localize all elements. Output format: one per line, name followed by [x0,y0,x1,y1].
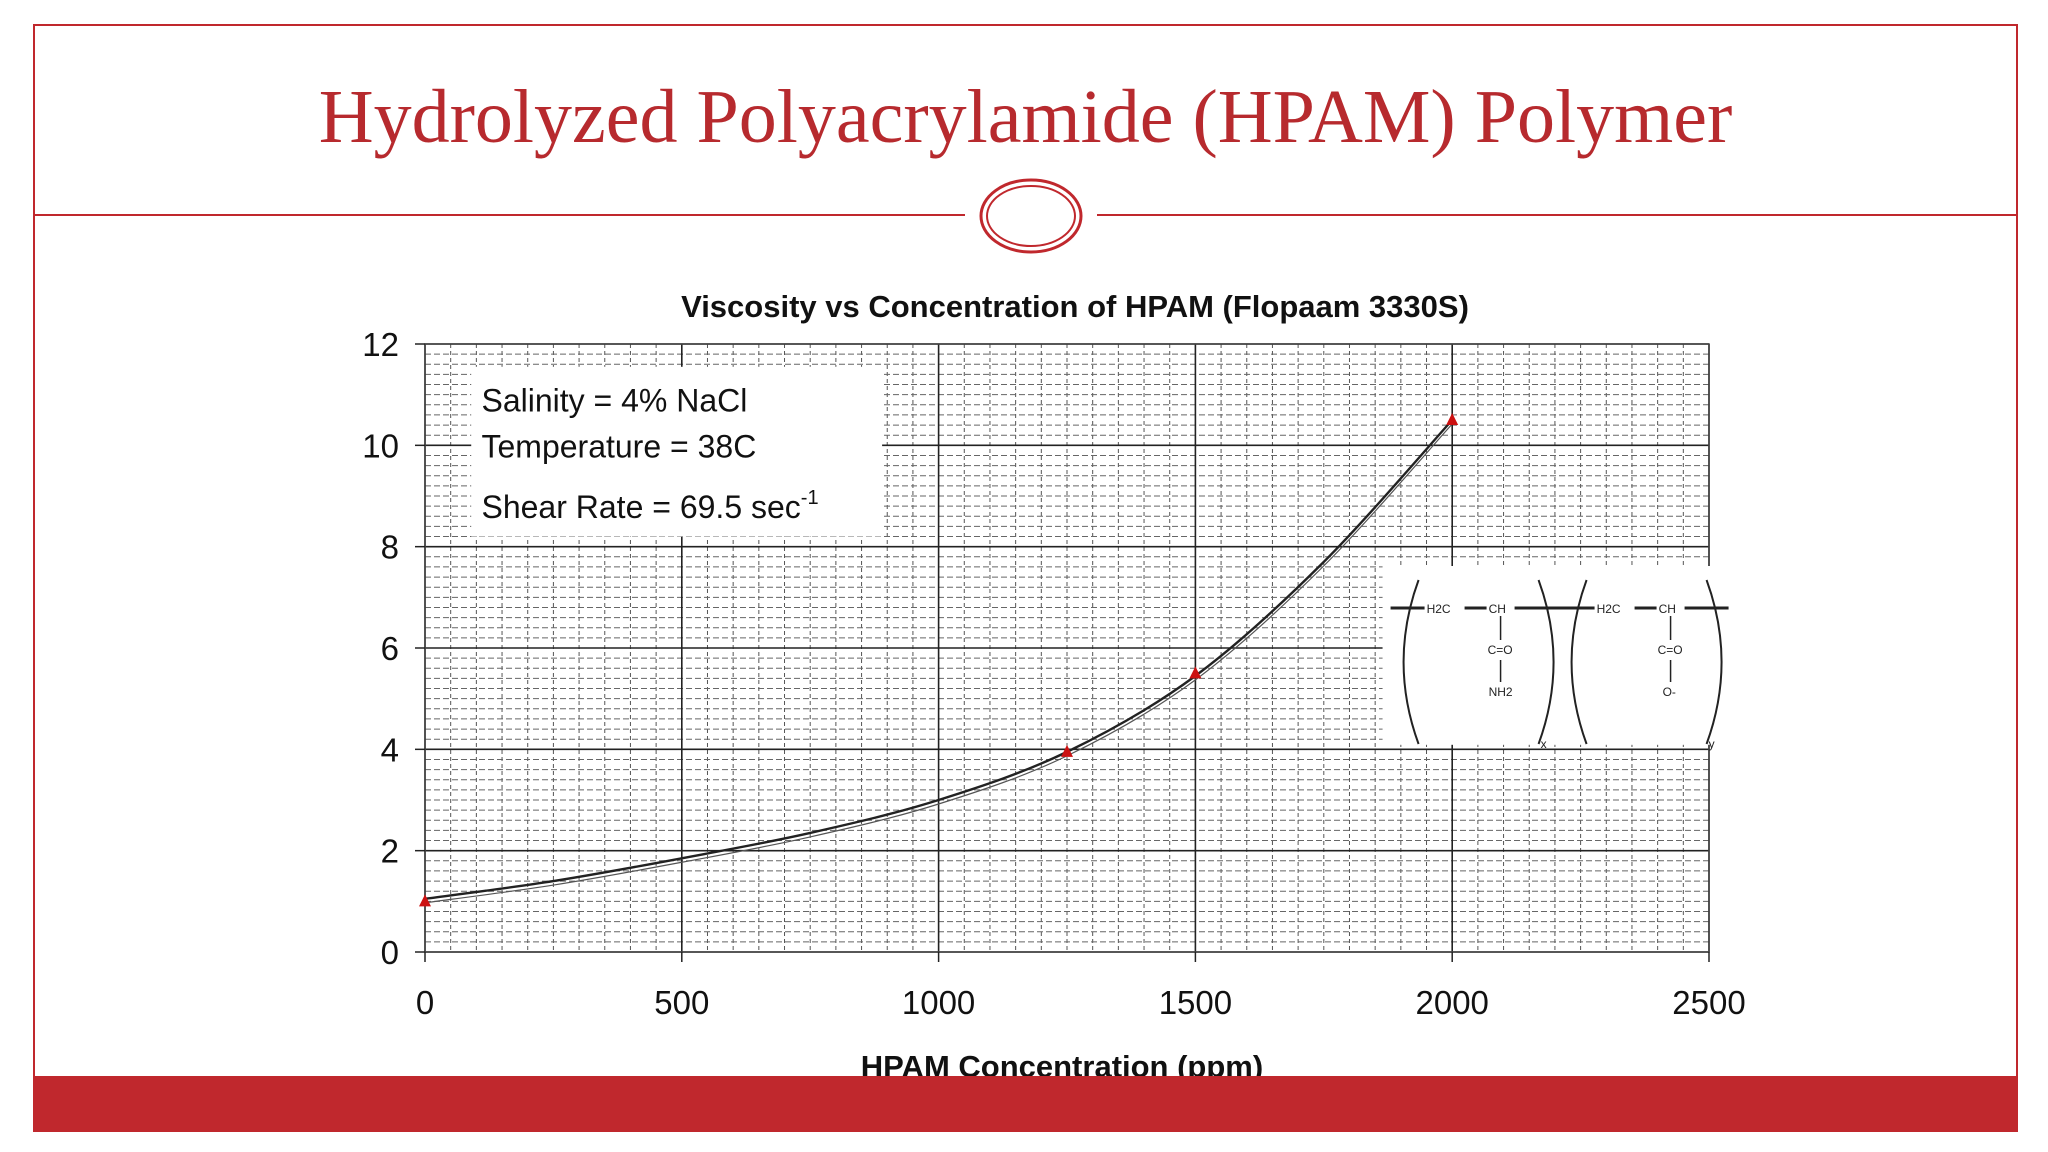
ornament-icon [979,178,1083,254]
chart-title: Viscosity vs Concentration of HPAM (Flop… [681,289,1469,324]
viscosity-chart: Viscosity vs Concentration of HPAM (Flop… [362,289,1746,1084]
y-tick-label: 2 [381,833,399,870]
struct-subscript-x: x [1541,737,1547,751]
x-tick-label: 2000 [1415,984,1488,1021]
struct-carbonyl-2: C=O [1658,643,1683,657]
title-divider-left [35,214,965,216]
slide-title: Hydrolyzed Polyacrylamide (HPAM) Polymer [318,75,1733,159]
data-point-marker [1061,744,1073,757]
y-tick-label: 6 [381,630,399,667]
fit-line [424,419,1454,900]
x-tick-label: 0 [416,984,434,1021]
conditions-box: Salinity = 4% NaCl Temperature = 38C She… [471,366,883,537]
fit-line-shadow [424,423,1453,904]
struct-ch-2: CH [1659,602,1676,616]
x-tick-label: 500 [654,984,709,1021]
struct-carbonyl-1: C=O [1488,643,1513,657]
title-divider-right [1097,214,2016,216]
struct-h2c-2: H2C [1597,602,1621,616]
struct-h2c-1: H2C [1427,602,1451,616]
y-axis-ticks: 0 2 4 6 8 10 12 [362,326,425,971]
shear-rate-exponent: -1 [801,487,819,509]
temperature-label: Temperature = 38C [481,428,756,464]
fit-curve [424,419,1454,904]
x-tick-label: 2500 [1672,984,1745,1021]
data-markers [419,413,1459,907]
struct-nh2: NH2 [1489,685,1513,699]
x-tick-label: 1500 [1159,984,1232,1021]
footer-bar [35,1076,2016,1130]
salinity-label: Salinity = 4% NaCl [481,383,747,419]
y-tick-label: 0 [381,934,399,971]
hpam-structure-diagram: H2C CH H2C CH C=O C=O NH2 O- x y [1382,566,1729,751]
data-point-marker [1446,413,1459,425]
y-tick-label: 8 [381,529,399,566]
data-point-marker [419,894,431,907]
shear-rate-text: Shear Rate = 69.5 sec [481,489,800,525]
struct-ch-1: CH [1489,602,1506,616]
x-axis-ticks: 0 500 1000 1500 2000 2500 [416,952,1746,1021]
slide: Hydrolyzed Polyacrylamide (HPAM) Polymer… [33,24,2018,1132]
struct-subscript-y: y [1709,737,1715,751]
x-tick-label: 1000 [902,984,975,1021]
y-tick-label: 4 [381,731,399,768]
data-point-marker [1189,666,1202,679]
y-tick-label: 12 [362,326,399,363]
struct-o-minus: O- [1663,685,1676,699]
y-tick-label: 10 [362,427,399,464]
shear-rate-label: Shear Rate = 69.5 sec-1 [481,487,818,525]
